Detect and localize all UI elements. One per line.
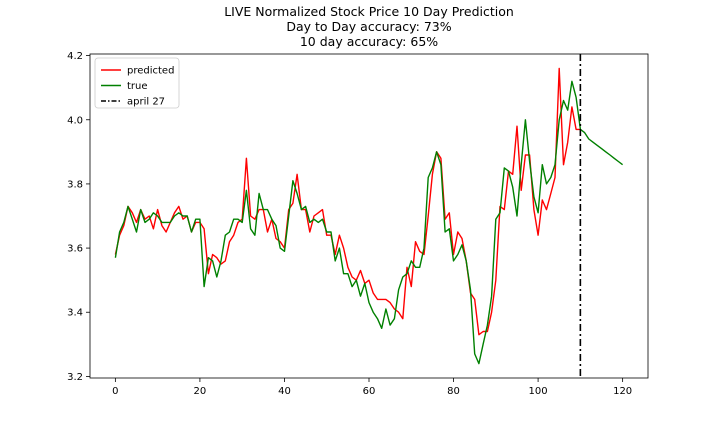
series-line-predicted <box>114 67 581 336</box>
x-tick-label: 20 <box>194 386 207 397</box>
y-tick-label: 3.2 <box>67 372 83 383</box>
legend-label: predicted <box>127 66 174 77</box>
x-tick-label: 100 <box>529 386 548 397</box>
legend-label: true <box>127 81 148 92</box>
legend-label: april 27 <box>127 97 165 108</box>
x-tick-label: 120 <box>613 386 632 397</box>
title-line-2: Day to Day accuracy: 73% <box>286 19 451 34</box>
legend: predicted true april 27 <box>94 57 180 109</box>
title-line-3: 10 day accuracy: 65% <box>300 34 438 49</box>
x-tick-label: 60 <box>363 386 376 397</box>
y-tick-label: 4.2 <box>67 51 83 62</box>
plot-lines <box>114 54 624 378</box>
series-line-true <box>114 80 624 365</box>
axis-ticks: 0 20 40 60 80 100 120 3.2 3.4 3.6 3.8 4.0 4.2 <box>67 51 632 397</box>
plot-frame <box>89 53 649 379</box>
title-line-1: LIVE Normalized Stock Price 10 Day Predi… <box>224 4 514 19</box>
y-tick-label: 3.8 <box>67 179 83 190</box>
y-tick-label: 4.0 <box>67 115 83 126</box>
x-tick-label: 40 <box>278 386 291 397</box>
x-tick-label: 80 <box>447 386 460 397</box>
y-tick-label: 3.4 <box>67 308 83 319</box>
y-tick-label: 3.6 <box>67 244 83 255</box>
x-tick-label: 0 <box>112 386 118 397</box>
chart-title: LIVE Normalized Stock Price 10 Day Predi… <box>224 4 514 49</box>
